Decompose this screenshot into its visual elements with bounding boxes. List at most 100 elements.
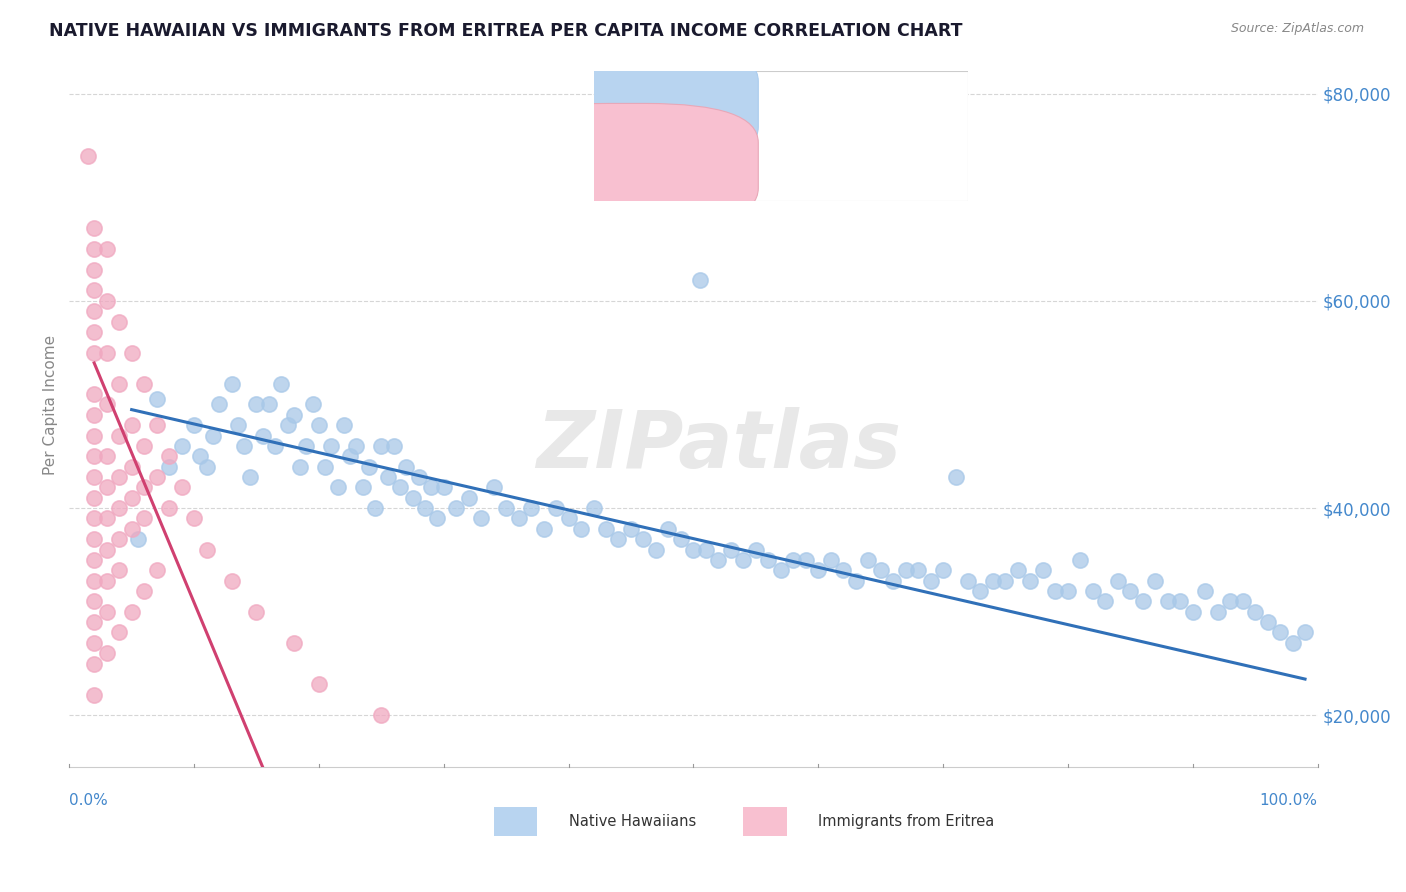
Point bbox=[283, 636, 305, 650]
Point bbox=[83, 262, 105, 277]
Point bbox=[96, 293, 118, 308]
Point bbox=[96, 574, 118, 588]
Point bbox=[170, 480, 193, 494]
Point bbox=[83, 636, 105, 650]
Point bbox=[108, 314, 131, 328]
Point bbox=[108, 532, 131, 546]
Point bbox=[83, 221, 105, 235]
Point bbox=[633, 532, 655, 546]
Point bbox=[645, 542, 668, 557]
Point bbox=[932, 563, 955, 577]
Point bbox=[945, 470, 967, 484]
Point bbox=[444, 501, 467, 516]
Point bbox=[83, 553, 105, 567]
Point bbox=[1107, 574, 1129, 588]
Point bbox=[1194, 584, 1216, 599]
Point bbox=[264, 439, 287, 453]
Point bbox=[195, 542, 218, 557]
Point bbox=[108, 563, 131, 577]
Point bbox=[981, 574, 1004, 588]
Point bbox=[121, 605, 143, 619]
Point bbox=[233, 439, 256, 453]
Point bbox=[457, 491, 479, 505]
Point bbox=[83, 304, 105, 318]
Point bbox=[907, 563, 929, 577]
Point bbox=[969, 584, 991, 599]
Point bbox=[134, 480, 156, 494]
Point bbox=[288, 459, 311, 474]
Point bbox=[83, 615, 105, 629]
Point bbox=[420, 480, 443, 494]
Point bbox=[195, 459, 218, 474]
Point bbox=[370, 439, 392, 453]
Point bbox=[1081, 584, 1104, 599]
Point bbox=[83, 284, 105, 298]
Point bbox=[695, 542, 717, 557]
Point bbox=[108, 470, 131, 484]
Point bbox=[134, 511, 156, 525]
Point bbox=[1144, 574, 1167, 588]
Point bbox=[96, 542, 118, 557]
Point bbox=[495, 501, 517, 516]
Text: 100.0%: 100.0% bbox=[1260, 793, 1317, 808]
Point bbox=[807, 563, 830, 577]
Point bbox=[96, 397, 118, 411]
Point bbox=[869, 563, 891, 577]
Point bbox=[252, 428, 274, 442]
Point bbox=[395, 459, 418, 474]
Point bbox=[83, 594, 105, 608]
Point bbox=[108, 428, 131, 442]
Point bbox=[157, 450, 180, 464]
Point bbox=[108, 376, 131, 391]
Point bbox=[582, 501, 605, 516]
Point bbox=[96, 450, 118, 464]
Point bbox=[1257, 615, 1279, 629]
Point bbox=[145, 470, 167, 484]
Point bbox=[145, 392, 167, 407]
Point bbox=[108, 625, 131, 640]
Point bbox=[344, 439, 367, 453]
Point bbox=[920, 574, 942, 588]
Text: Native Hawaiians: Native Hawaiians bbox=[568, 814, 696, 829]
Point bbox=[364, 501, 387, 516]
Point bbox=[270, 376, 292, 391]
Point bbox=[352, 480, 374, 494]
Point bbox=[96, 345, 118, 359]
Point bbox=[357, 459, 380, 474]
Point bbox=[308, 418, 330, 433]
Point bbox=[121, 459, 143, 474]
Point bbox=[1094, 594, 1116, 608]
Point bbox=[83, 428, 105, 442]
Point bbox=[1219, 594, 1241, 608]
Point bbox=[333, 418, 356, 433]
Point bbox=[121, 418, 143, 433]
Point bbox=[157, 459, 180, 474]
Point bbox=[820, 553, 842, 567]
Point bbox=[314, 459, 336, 474]
Point bbox=[1007, 563, 1029, 577]
Point bbox=[83, 345, 105, 359]
Point bbox=[707, 553, 730, 567]
Point bbox=[283, 408, 305, 422]
Point bbox=[145, 563, 167, 577]
Point bbox=[533, 522, 555, 536]
Point bbox=[83, 574, 105, 588]
Point bbox=[1069, 553, 1091, 567]
Point bbox=[1119, 584, 1142, 599]
Point bbox=[745, 542, 768, 557]
Point bbox=[239, 470, 262, 484]
Point bbox=[689, 273, 711, 287]
Point bbox=[134, 584, 156, 599]
Point bbox=[221, 376, 243, 391]
Point bbox=[669, 532, 692, 546]
Point bbox=[96, 646, 118, 660]
Point bbox=[894, 563, 917, 577]
Point bbox=[170, 439, 193, 453]
Text: 0.0%: 0.0% bbox=[69, 793, 108, 808]
Point bbox=[83, 387, 105, 401]
Point bbox=[77, 149, 100, 163]
Point bbox=[1268, 625, 1291, 640]
Point bbox=[245, 397, 267, 411]
Point bbox=[794, 553, 817, 567]
Point bbox=[96, 511, 118, 525]
